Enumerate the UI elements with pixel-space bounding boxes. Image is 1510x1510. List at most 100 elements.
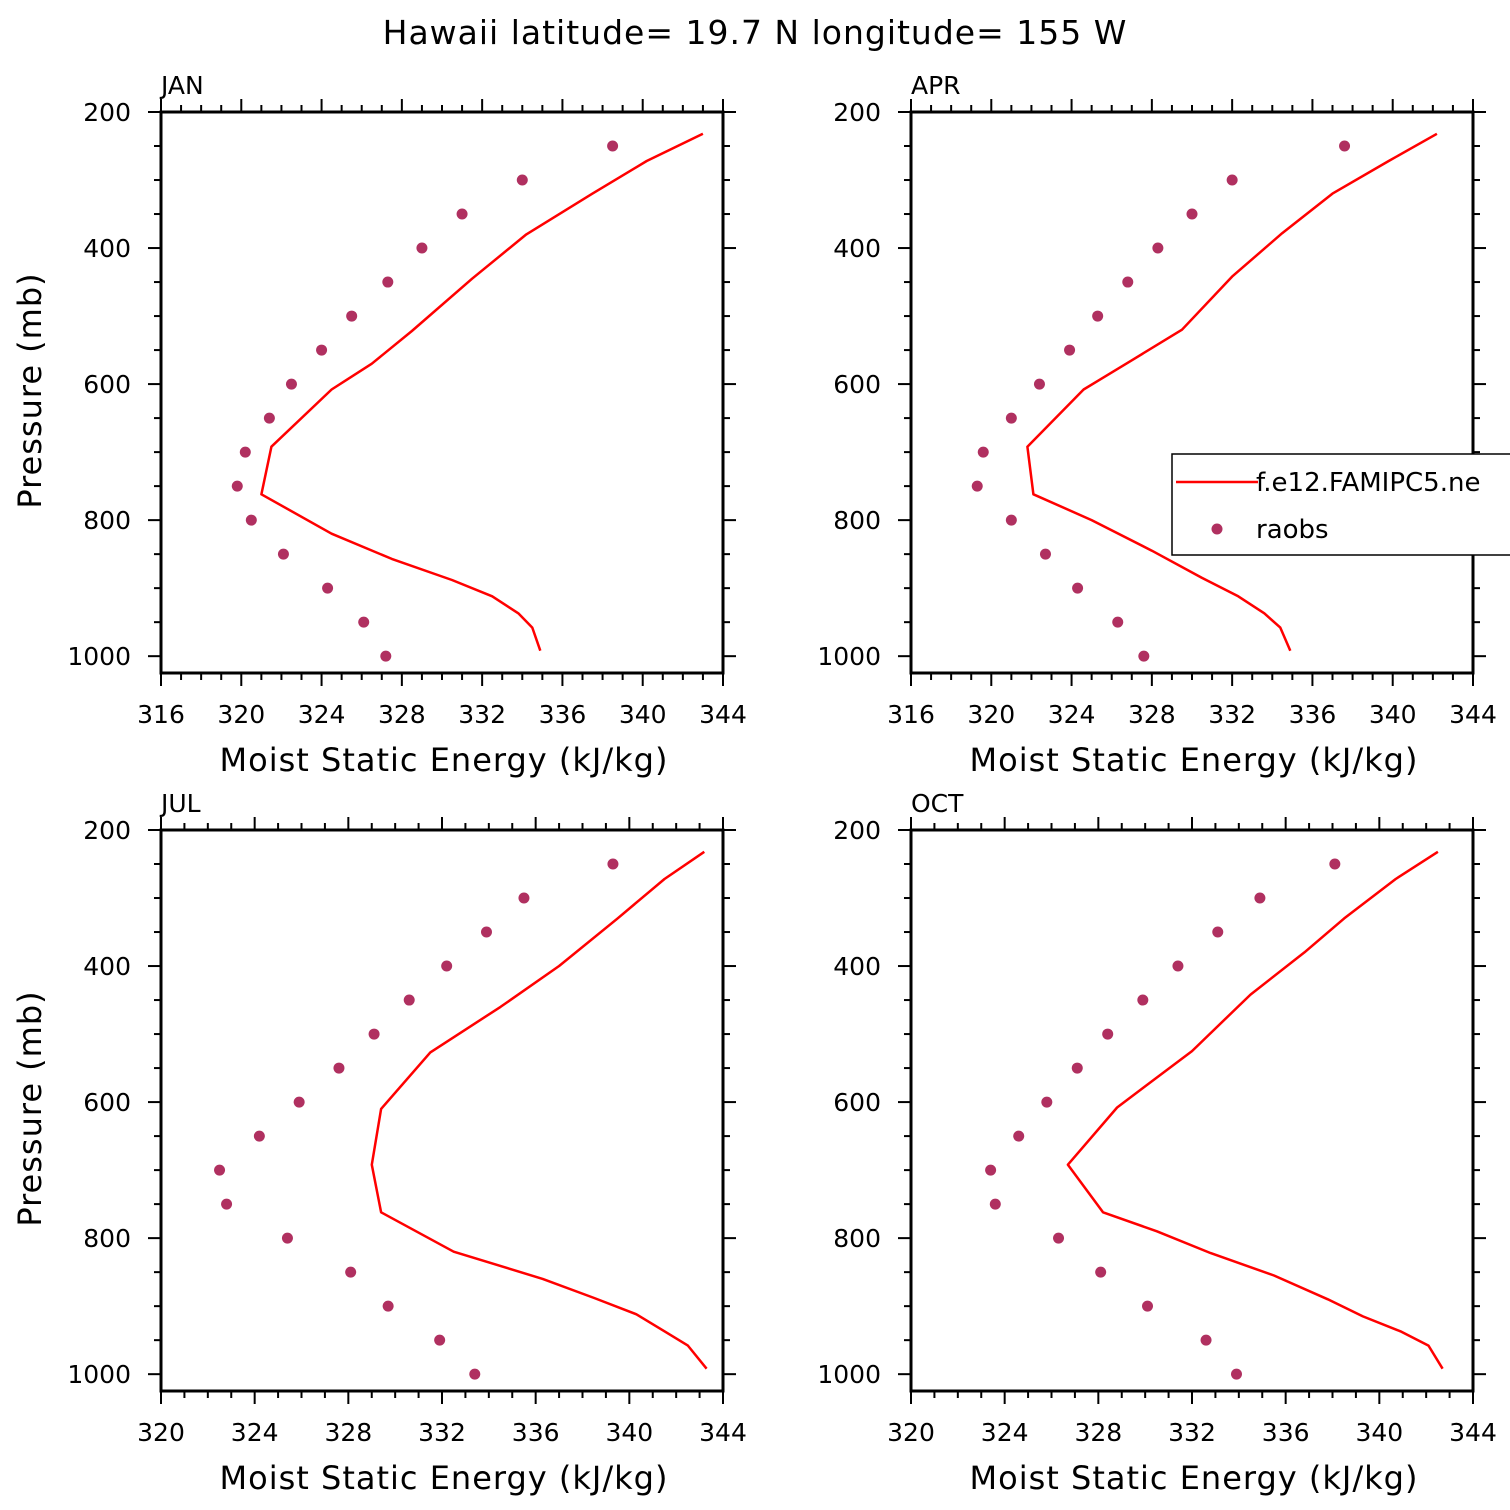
legend-obs-swatch [1211,523,1223,535]
y-tick-label: 800 [83,1224,131,1253]
raobs-point [285,378,297,390]
raobs-point [346,310,358,322]
raobs-point [281,1232,293,1244]
raobs-point [441,960,453,972]
raobs-point [333,1062,345,1074]
raobs-point [1095,1266,1107,1278]
raobs-point [1172,960,1184,972]
raobs-point [1041,1096,1053,1108]
raobs-point [971,480,983,492]
x-tick-label: 344 [699,1418,747,1447]
raobs-point [1138,650,1150,662]
plot-frame [159,110,725,675]
panel-apr: APR 316 320 324 328 332 336 340 344 200 400 600 800 1… [817,71,1496,779]
y-axis-title: Pressure (mb) [11,990,49,1226]
panels: JAN 316 320 324 328 332 336 340 344 200 400 600 800 1… [11,71,1497,1497]
raobs-point [989,1198,1001,1210]
raobs-point [1005,412,1017,424]
x-tick-label: 340 [1355,1418,1403,1447]
legend-model-label: f.e12.FAMIPC5.ne [1256,468,1480,498]
x-tick-label: 328 [1074,1418,1122,1447]
y-tick-label: 1000 [67,1360,131,1389]
model-series-line [370,850,708,1370]
raobs-point [434,1334,446,1346]
model-series-line [1066,850,1444,1370]
x-tick-label: 332 [1168,1418,1216,1447]
x-tick-label: 324 [231,1418,279,1447]
raobs-point [1152,242,1164,254]
raobs-point [403,994,415,1006]
x-axis-title: Moist Static Energy (kJ/kg) [220,741,669,779]
raobs-point [1064,344,1076,356]
raobs-point [253,1130,265,1142]
y-tick-label: 400 [83,234,131,263]
raobs-point [382,1300,394,1312]
raobs-point [985,1164,997,1176]
x-tick-label: 320 [967,700,1015,729]
raobs-point [1200,1334,1212,1346]
raobs-point [1112,616,1124,628]
x-tick-label: 316 [887,700,935,729]
y-tick-label: 200 [83,816,131,845]
y-tick-label: 400 [833,952,881,981]
y-tick-label: 400 [833,234,881,263]
raobs-point [231,480,243,492]
raobs-point [518,892,530,904]
x-tick-label: 324 [1048,700,1096,729]
panel-label: JUL [159,789,201,818]
raobs-point [1039,548,1051,560]
raobs-point [1071,1062,1083,1074]
y-tick-label: 800 [833,1224,881,1253]
panel-oct: OCT 320 324 328 332 336 340 344 200 400 600 800 1000… [817,789,1496,1497]
raobs-point [214,1164,226,1176]
raobs-point [1102,1028,1114,1040]
x-tick-label: 328 [1128,700,1176,729]
y-axis-title: Pressure (mb) [11,272,49,508]
raobs-point [293,1096,305,1108]
panel-label: APR [911,71,961,100]
legend: f.e12.FAMIPC5.ne raobs [1171,453,1510,556]
y-tick-label: 600 [833,370,881,399]
raobs-point [322,582,334,594]
x-axis-title: Moist Static Energy (kJ/kg) [970,741,1419,779]
raobs-point [345,1266,357,1278]
y-tick-label: 600 [83,1088,131,1117]
raobs-point [239,446,251,458]
x-tick-label: 336 [1289,700,1337,729]
raobs-point [1092,310,1104,322]
raobs-point [1142,1300,1154,1312]
raobs-point [416,242,428,254]
x-tick-label: 336 [1262,1418,1310,1447]
legend-box [1171,453,1510,556]
y-tick-label: 1000 [817,1360,881,1389]
raobs-point [382,276,394,288]
raobs-point [1329,858,1341,870]
x-tick-label: 340 [619,700,667,729]
model-series-line [1026,132,1438,652]
raobs-point [607,858,619,870]
plot-frame [159,828,725,1393]
y-tick-label: 400 [83,952,131,981]
raobs-point [245,514,257,526]
panel-label: OCT [911,789,964,818]
x-tick-label: 324 [981,1418,1029,1447]
y-tick-label: 600 [833,1088,881,1117]
raobs-point [358,616,370,628]
raobs-point [480,926,492,938]
raobs-point [1226,174,1238,186]
y-tick-label: 1000 [67,642,131,671]
x-axis-title: Moist Static Energy (kJ/kg) [970,1459,1419,1497]
raobs-point [1254,892,1266,904]
x-tick-label: 324 [298,700,346,729]
raobs-point [1005,514,1017,526]
x-tick-label: 332 [458,700,506,729]
raobs-point [263,412,275,424]
raobs-point [368,1028,380,1040]
x-tick-label: 344 [1449,700,1497,729]
y-tick-label: 200 [833,98,881,127]
raobs-point [221,1198,233,1210]
x-tick-label: 336 [539,700,587,729]
legend-obs-label: raobs [1256,515,1329,545]
raobs-point [1033,378,1045,390]
